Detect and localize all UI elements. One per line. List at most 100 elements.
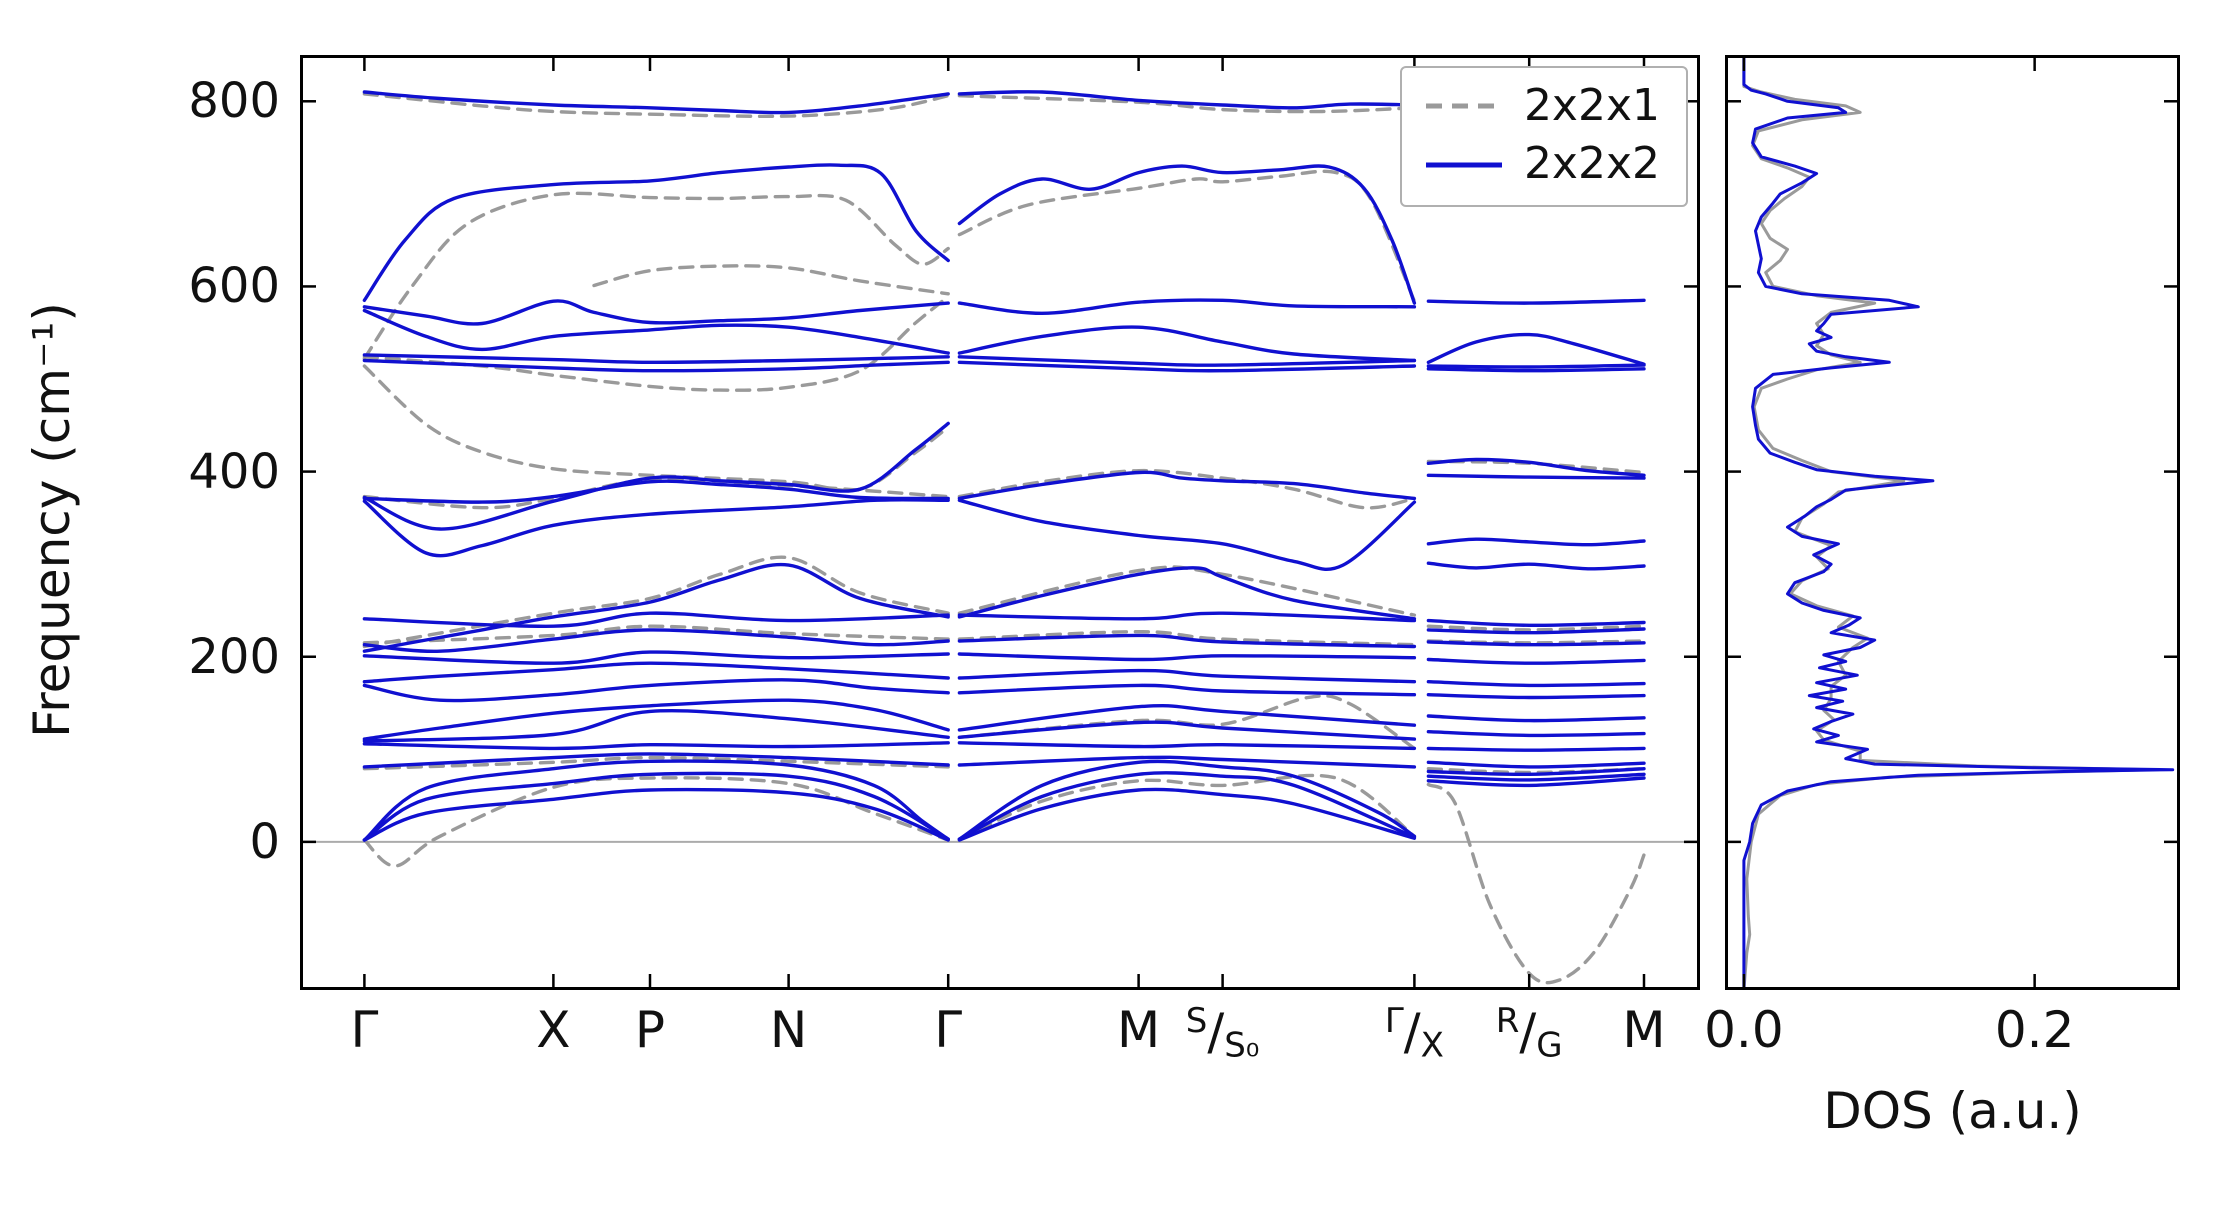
kpoint-slash: / (1519, 1003, 1537, 1061)
band-2x2x1 (592, 264, 950, 296)
band-2x2x2 (362, 611, 950, 628)
band-2x2x2 (1426, 746, 1646, 752)
band-2x2x2 (957, 668, 1417, 684)
legend-dashed-line-icon (1425, 103, 1502, 109)
band-2x2x2 (1426, 776, 1646, 788)
band-2x2x1 (362, 477, 950, 510)
kpoint-slash: / (1207, 1003, 1225, 1061)
dos-plot (1725, 55, 2180, 990)
band-2x2x1 (362, 776, 950, 868)
legend-solid-line-icon (1425, 162, 1502, 168)
band-2x2x2 (957, 755, 1417, 769)
kpoint-sup: Γ (1384, 1001, 1404, 1041)
band-2x2x2 (957, 566, 1417, 621)
band-2x2x2 (1426, 537, 1646, 547)
band-2x2x2 (957, 611, 1417, 623)
kpoint-sup: S (1185, 1001, 1208, 1041)
band-2x2x1 (957, 629, 1417, 647)
band-2x2x2 (362, 479, 950, 504)
kpoint-sub: S₀ (1224, 1025, 1260, 1066)
band-2x2x2 (362, 787, 950, 842)
y-tick-label-400: 400 (188, 443, 280, 500)
band-2x2x2 (957, 787, 1417, 842)
x-tick-label: R/G (1495, 1001, 1563, 1066)
x-tick-label: M (1622, 1001, 1666, 1059)
band-2x2x2 (957, 164, 1417, 305)
band-2x2x1 (362, 555, 950, 649)
band-2x2x2 (362, 498, 950, 558)
kpoint-sub: G (1536, 1025, 1563, 1066)
band-2x2x2 (362, 698, 950, 741)
legend-label-2x2x1: 2x2x1 (1523, 80, 1660, 131)
band-2x2x2 (1426, 618, 1646, 628)
band-2x2x2 (957, 90, 1417, 110)
band-2x2x2 (362, 421, 950, 531)
band-2x2x2 (362, 628, 950, 653)
band-2x2x2 (362, 709, 950, 743)
band-2x2x2 (362, 353, 950, 365)
band-2x2x2 (1426, 760, 1646, 769)
band-2x2x2 (1426, 772, 1646, 782)
x-tick-label: Γ (350, 1001, 379, 1059)
band-2x2x2 (362, 741, 950, 751)
y-axis-label: Frequency (cm⁻¹) (23, 302, 81, 738)
legend-item-2x2x2: 2x2x2 (1424, 138, 1660, 190)
band-2x2x2 (1426, 680, 1646, 688)
band-2x2x2 (362, 562, 950, 653)
band-2x2x2 (1426, 714, 1646, 723)
band-2x2x2 (1426, 332, 1646, 366)
band-2x2x2 (957, 652, 1417, 662)
band-2x2x1 (1426, 624, 1646, 632)
band-2x2x2 (1426, 640, 1646, 647)
y-tick-label-600: 600 (188, 258, 280, 315)
x-tick-label: M (1117, 1001, 1161, 1059)
y-tick-label-200: 200 (188, 628, 280, 685)
band-2x2x2 (1426, 730, 1646, 738)
band-2x2x2 (362, 661, 950, 684)
band-2x2x2 (957, 704, 1417, 732)
band-2x2x2 (957, 325, 1417, 363)
x-tick-label: S/S₀ (1185, 1001, 1260, 1066)
band-2x2x2 (1426, 473, 1646, 480)
kpoint-slash: / (1403, 1003, 1421, 1061)
band-2x2x2 (957, 741, 1417, 751)
band-2x2x1 (362, 92, 950, 119)
x-tick-label: X (536, 1001, 571, 1059)
y-tick-label-800: 800 (188, 73, 280, 130)
band-2x2x2 (362, 308, 950, 355)
band-2x2x2 (362, 759, 950, 842)
band-2x2x2 (362, 358, 950, 373)
dos-x-tick-label: 0.0 (1704, 1001, 1784, 1059)
band-2x2x2 (957, 683, 1417, 697)
y-tick-label-0: 0 (249, 813, 280, 870)
band-2x2x2 (957, 759, 1417, 841)
band-2x2x1 (957, 773, 1417, 842)
kpoint-sup: R (1495, 1001, 1520, 1041)
band-2x2x1 (362, 755, 950, 771)
band-2x2x2 (1426, 767, 1646, 777)
band-2x2x2 (362, 752, 950, 769)
band-2x2x2 (362, 163, 950, 302)
dos-x-tick-label: 0.2 (1994, 1001, 2075, 1059)
band-2x2x2 (362, 299, 950, 326)
x-tick-label: P (634, 1001, 666, 1059)
dos-axis-label: DOS (a.u.) (1823, 1082, 2082, 1140)
dos-curve-2x2x2 (1742, 55, 2175, 990)
band-2x2x1 (957, 694, 1417, 751)
kpoint-sub: X (1420, 1025, 1444, 1066)
band-2x2x1 (957, 169, 1417, 303)
band-2x2x2 (1426, 693, 1646, 700)
legend-label-2x2x2: 2x2x2 (1523, 138, 1660, 190)
band-2x2x2 (957, 470, 1417, 501)
dos-curve-2x2x1 (1742, 55, 2153, 990)
x-tick-label: Γ (934, 1001, 963, 1059)
band-2x2x2 (362, 678, 950, 703)
band-2x2x2 (1426, 367, 1646, 373)
band-2x2x2 (957, 771, 1417, 841)
x-tick-label: N (769, 1001, 808, 1059)
band-2x2x2 (1426, 298, 1646, 305)
band-2x2x2 (1426, 657, 1646, 665)
band-2x2x1 (362, 364, 950, 493)
x-tick-label: Γ/X (1384, 1001, 1444, 1066)
